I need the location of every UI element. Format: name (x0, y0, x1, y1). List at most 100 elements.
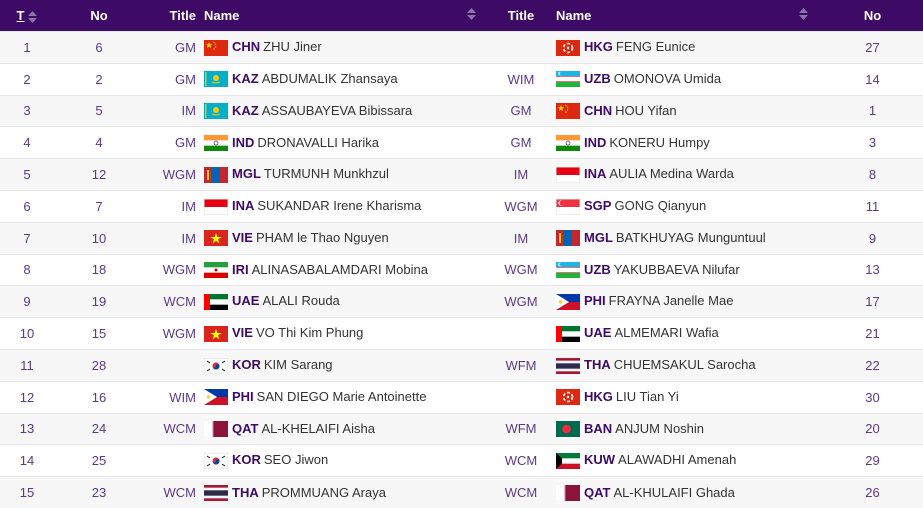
header-white-title[interactable]: Title (169, 8, 197, 23)
table-row[interactable]: 6 7 IM INA SUKANDAR Irene Kharisma WGM SG… (0, 189, 923, 223)
black-player-name[interactable]: ANJUM Noshin (615, 420, 705, 436)
black-player-no: 3 (822, 126, 923, 159)
table-row[interactable]: 2 2 GM KAZ ABDUMALIK Zhansaya WIM UZB OMON… (0, 62, 923, 96)
black-player-cell[interactable]: SGP GONG Qianyun (552, 189, 822, 223)
white-player-cell[interactable]: INA SUKANDAR Irene Kharisma (200, 189, 490, 223)
black-player-federation: IND (584, 134, 607, 150)
white-player-cell[interactable]: THA PROMMUANG Araya (200, 476, 490, 508)
white-player-federation: VIE (232, 229, 253, 245)
white-player-federation: IND (232, 134, 255, 150)
white-player-title (144, 348, 200, 382)
white-player-name[interactable]: SAN DIEGO Marie Antoinette (256, 388, 427, 404)
white-player-name[interactable]: TURMUNH Munkhzul (263, 166, 389, 182)
white-player-name[interactable]: AL-KHELAIFI Aisha (261, 420, 375, 436)
table-row[interactable]: 4 4 GM IND DRONAVALLI Harika GM IND KONERU… (0, 126, 923, 159)
black-player-name[interactable]: FRAYNA Janelle Mae (608, 293, 734, 309)
white-player-cell[interactable]: QAT AL-KHELAIFI Aisha (200, 412, 490, 445)
table-row[interactable]: 12 16 WIM PHI SAN DIEGO Marie Antoinette … (0, 380, 923, 414)
sort-icon[interactable] (28, 10, 38, 23)
table-row[interactable]: 10 15 WGM VIE VO Thi Kim Phung UAE ALMEMAR… (0, 317, 923, 350)
black-player-name[interactable]: ALMEMARI Wafia (614, 325, 719, 341)
black-player-name[interactable]: LIU Tian Yi (615, 388, 679, 404)
white-player-cell[interactable]: MGL TURMUNH Munkhzul (200, 158, 490, 191)
sort-icon[interactable] (799, 8, 808, 23)
table-row[interactable]: 7 10 IM VIE PHAM le Thao Nguyen IM MGL BAT… (0, 221, 923, 255)
header-white-name[interactable]: Name (200, 0, 490, 32)
black-player-title: WGM (490, 189, 552, 223)
white-player-name[interactable]: SUKANDAR Irene Kharisma (257, 198, 422, 214)
white-player-federation: KAZ (232, 70, 259, 86)
black-player-name[interactable]: CHUEMSAKUL Sarocha (613, 357, 756, 373)
white-player-cell[interactable]: KAZ ASSAUBAYEVA Bibissara (200, 94, 490, 127)
white-player-cell[interactable]: CHN ZHU Jiner (200, 31, 490, 64)
white-player-no: 4 (54, 126, 144, 159)
black-player-federation: HKG (584, 388, 613, 404)
black-player-cell[interactable]: THA CHUEMSAKUL Sarocha (552, 348, 822, 382)
black-player-name[interactable]: GONG Qianyun (614, 198, 707, 214)
white-player-name[interactable]: ALALI Rouda (262, 293, 340, 309)
black-player-cell[interactable]: HKG LIU Tian Yi (552, 380, 822, 414)
header-table-number[interactable]: T (0, 0, 54, 32)
black-player-name[interactable]: YAKUBBAEVA Nilufar (613, 261, 740, 277)
white-player-cell[interactable]: PHI SAN DIEGO Marie Antoinette (200, 380, 490, 414)
table-row[interactable]: 5 12 WGM MGL TURMUNH Munkhzul IM INA AULIA… (0, 158, 923, 191)
sort-icon[interactable] (467, 8, 476, 23)
white-player-name[interactable]: ASSAUBAYEVA Bibissara (261, 102, 413, 118)
black-player-title: WFM (490, 412, 552, 445)
white-player-cell[interactable]: VIE VO Thi Kim Phung (200, 317, 490, 350)
white-player-name[interactable]: SEO Jiwon (263, 452, 329, 468)
black-player-name[interactable]: AL-KHULAIFI Ghada (613, 484, 735, 500)
table-row[interactable]: 11 28 KOR KIM Sarang WFM THA CHUEMSAKUL Sa… (0, 348, 923, 382)
white-player-name[interactable]: VO Thi Kim Phung (255, 325, 364, 341)
white-player-name[interactable]: DRONAVALLI Harika (257, 134, 379, 150)
table-row[interactable]: 14 25 KOR SEO Jiwon WCM KUW ALAWADHI Amena… (0, 444, 923, 477)
black-player-cell[interactable]: PHI FRAYNA Janelle Mae (552, 285, 822, 318)
white-player-cell[interactable]: KOR SEO Jiwon (200, 444, 490, 477)
header-black-no[interactable]: No (863, 8, 882, 23)
black-player-cell[interactable]: INA AULIA Medina Warda (552, 158, 822, 191)
black-player-federation: PHI (584, 293, 606, 309)
black-player-cell[interactable]: QAT AL-KHULAIFI Ghada (552, 476, 822, 508)
white-player-name[interactable]: ABDUMALIK Zhansaya (261, 70, 398, 86)
white-player-cell[interactable]: KAZ ABDUMALIK Zhansaya (200, 62, 490, 96)
header-black-title[interactable]: Title (507, 8, 535, 23)
black-player-name[interactable]: OMONOVA Umida (613, 70, 722, 86)
black-player-cell[interactable]: BAN ANJUM Noshin (552, 412, 822, 445)
black-player-name[interactable]: KONERU Humpy (609, 134, 710, 150)
white-player-name[interactable]: PROMMUANG Araya (261, 484, 386, 500)
table-row[interactable]: 9 19 WCM UAE ALALI Rouda WGM PHI FRAYNA Ja… (0, 285, 923, 318)
black-player-cell[interactable]: UAE ALMEMARI Wafia (552, 317, 822, 350)
korea-flag-icon (204, 357, 228, 374)
black-player-name[interactable]: HOU Yifan (615, 102, 677, 118)
black-player-cell[interactable]: HKG FENG Eunice (552, 31, 822, 64)
white-player-name[interactable]: KIM Sarang (263, 357, 333, 373)
white-player-no: 18 (54, 253, 144, 286)
black-player-cell[interactable]: MGL BATKHUYAG Munguntuul (552, 221, 822, 255)
table-row[interactable]: 8 18 WGM IRI ALINASABALAMDARI Mobina WGM … (0, 253, 923, 286)
black-player-cell[interactable]: KUW ALAWADHI Amenah (552, 444, 822, 477)
table-row[interactable]: 3 5 IM KAZ ASSAUBAYEVA Bibissara GM CHN HO… (0, 94, 923, 127)
white-player-cell[interactable]: KOR KIM Sarang (200, 348, 490, 382)
table-row[interactable]: 15 23 WCM THA PROMMUANG Araya WCM QAT AL-K… (0, 476, 923, 508)
white-player-name[interactable]: ALINASABALAMDARI Mobina (251, 261, 428, 277)
black-player-cell[interactable]: UZB YAKUBBAEVA Nilufar (552, 253, 822, 286)
white-player-cell[interactable]: IND DRONAVALLI Harika (200, 126, 490, 159)
white-player-federation: PHI (232, 388, 254, 404)
white-player-name[interactable]: ZHU Jiner (263, 39, 322, 55)
white-player-cell[interactable]: UAE ALALI Rouda (200, 285, 490, 318)
header-white-no[interactable]: No (90, 8, 108, 23)
black-player-cell[interactable]: CHN HOU Yifan (552, 94, 822, 127)
black-player-name[interactable]: FENG Eunice (615, 39, 696, 55)
black-player-name[interactable]: ALAWADHI Amenah (618, 452, 737, 468)
table-row[interactable]: 1 6 GM CHN ZHU Jiner HKG FENG Eunice 27 (0, 31, 923, 64)
table-row[interactable]: 13 24 WCM QAT AL-KHELAIFI Aisha WFM BAN AN… (0, 412, 923, 445)
black-player-name[interactable]: BATKHUYAG Munguntuul (615, 229, 766, 245)
white-player-name[interactable]: PHAM le Thao Nguyen (255, 229, 389, 245)
white-player-cell[interactable]: VIE PHAM le Thao Nguyen (200, 221, 490, 255)
white-player-title: WGM (144, 317, 200, 350)
white-player-cell[interactable]: IRI ALINASABALAMDARI Mobina (200, 253, 490, 286)
black-player-cell[interactable]: IND KONERU Humpy (552, 126, 822, 159)
black-player-name[interactable]: AULIA Medina Warda (609, 166, 734, 182)
header-black-name[interactable]: Name (552, 0, 822, 32)
black-player-cell[interactable]: UZB OMONOVA Umida (552, 62, 822, 96)
